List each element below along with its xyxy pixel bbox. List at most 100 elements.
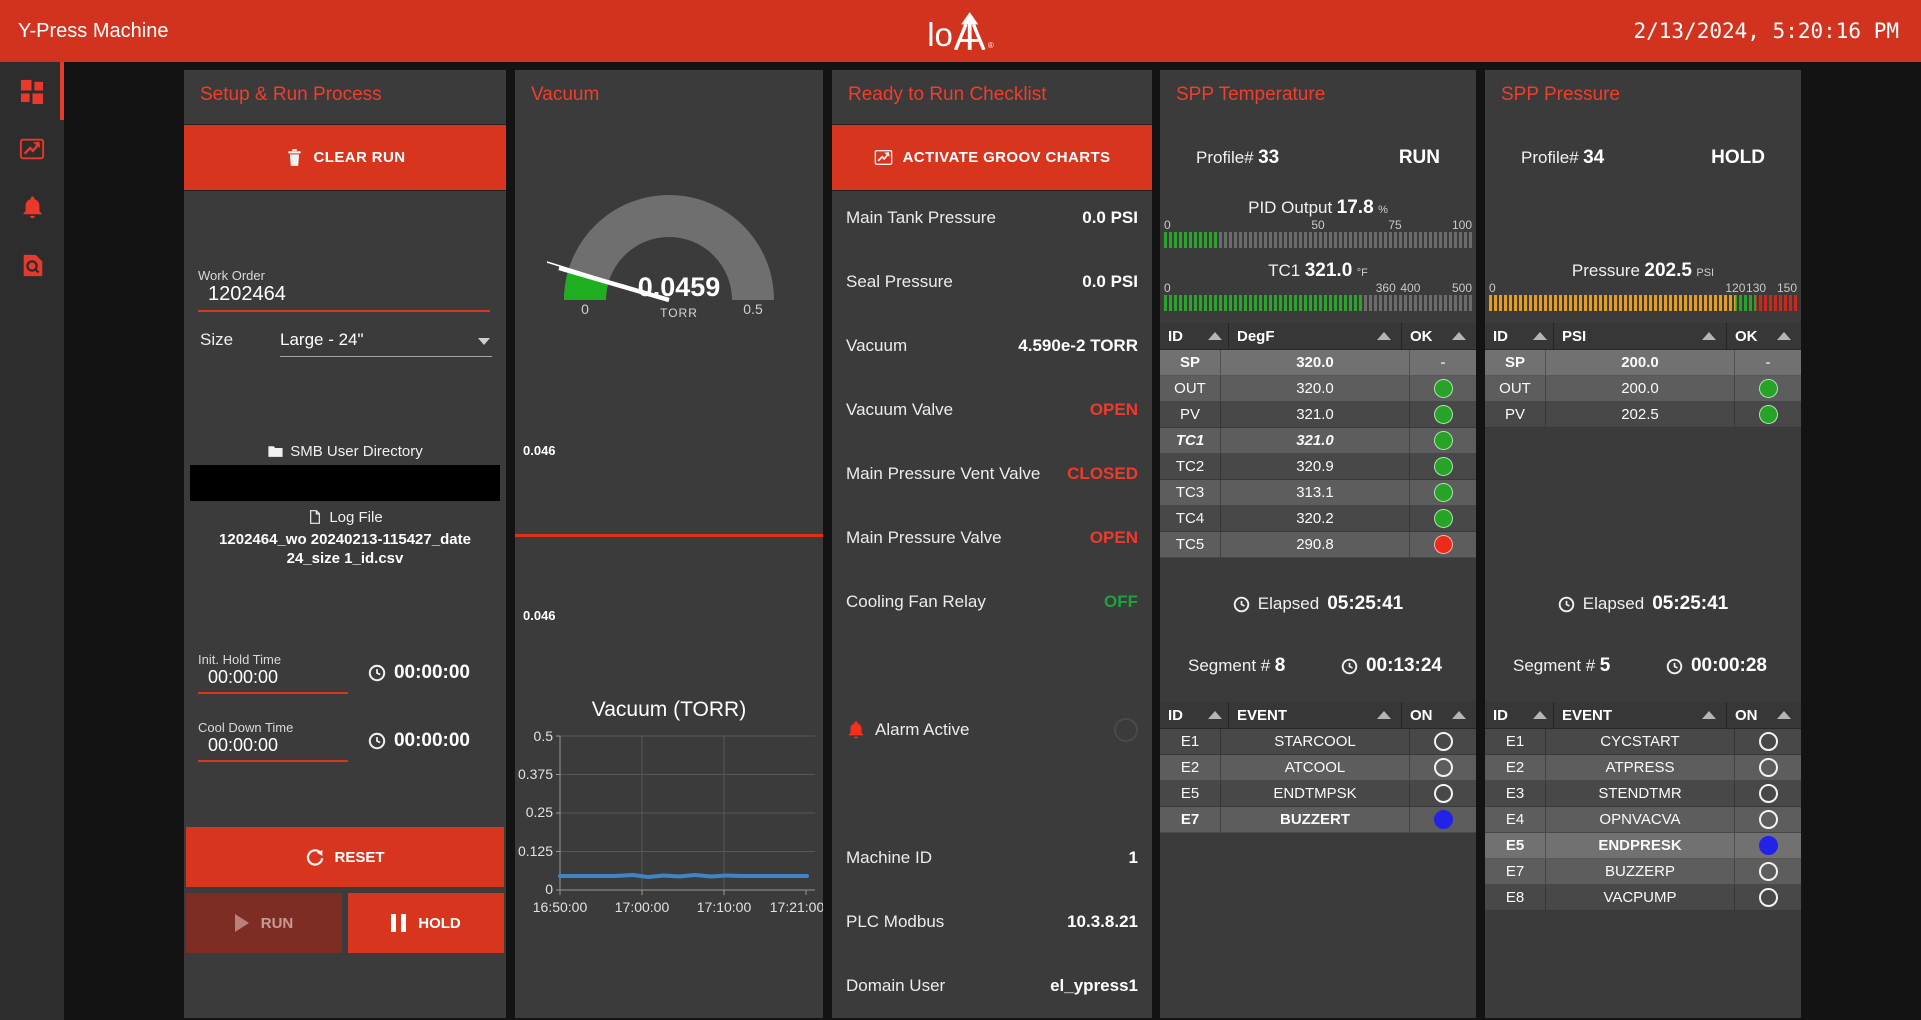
event-row: E1 CYCSTART bbox=[1485, 729, 1801, 755]
column-header-id[interactable]: ID bbox=[1160, 702, 1228, 728]
sort-arrow-icon bbox=[1702, 332, 1716, 340]
svg-text:17:21:00: 17:21:00 bbox=[770, 899, 823, 915]
clock-icon bbox=[368, 664, 386, 682]
status-dot bbox=[1433, 509, 1453, 528]
checklist-row: Main Pressure Valve OPEN bbox=[846, 525, 1138, 551]
row-value: 10.3.8.21 bbox=[1067, 912, 1138, 931]
segment-row: Segment # 5 00:00:28 bbox=[1513, 655, 1767, 677]
checklist-row: Vacuum 4.590e-2 TORR bbox=[846, 333, 1138, 359]
sort-arrow-icon bbox=[1533, 711, 1547, 719]
sidebar-item-tags[interactable] bbox=[0, 236, 64, 294]
size-selected-value: Large - 24" bbox=[280, 330, 364, 349]
event-indicator bbox=[1433, 784, 1453, 803]
tc1-label-row: TC1 321.0 °F bbox=[1160, 260, 1476, 282]
input-underline bbox=[198, 310, 490, 312]
panel-title: SPP Pressure bbox=[1501, 84, 1620, 105]
column-header-event[interactable]: EVENT bbox=[1553, 702, 1726, 728]
smb-directory-row: SMB User Directory bbox=[184, 442, 506, 460]
segment-number: 8 bbox=[1274, 655, 1286, 676]
hold-label: HOLD bbox=[418, 914, 461, 932]
smb-directory-input[interactable] bbox=[190, 465, 500, 501]
row-value: 0.0 PSI bbox=[1082, 208, 1138, 227]
vacuum-lower-reading: 0.046 bbox=[523, 608, 556, 623]
hold-button[interactable]: HOLD bbox=[348, 893, 504, 953]
column-header-id[interactable]: ID bbox=[1160, 323, 1228, 349]
sidebar-item-pages[interactable] bbox=[0, 62, 64, 120]
status-dot bbox=[1433, 483, 1453, 502]
info-row: Domain User el_ypress1 bbox=[846, 973, 1138, 999]
pid-output-label-row: PID Output 17.8 % bbox=[1160, 197, 1476, 219]
column-header-degf[interactable]: DegF bbox=[1228, 323, 1401, 349]
pressure-unit: PSI bbox=[1696, 267, 1715, 279]
column-header-psi[interactable]: PSI bbox=[1553, 323, 1726, 349]
table-row: TC5 290.8 bbox=[1160, 532, 1476, 558]
panel-title: Vacuum bbox=[531, 84, 600, 105]
sort-arrow-icon bbox=[1702, 711, 1716, 719]
pressure-bar bbox=[1489, 295, 1797, 311]
info-row: PLC Modbus 10.3.8.21 bbox=[846, 909, 1138, 935]
file-icon bbox=[307, 509, 323, 525]
vacuum-upper-reading: 0.046 bbox=[523, 443, 556, 458]
sort-arrow-icon bbox=[1377, 711, 1391, 719]
panel-title: Setup & Run Process bbox=[200, 84, 382, 105]
column-header-ok[interactable]: OK bbox=[1401, 323, 1476, 349]
activate-groov-charts-button[interactable]: ACTIVATE GROOV CHARTS bbox=[832, 125, 1152, 190]
row-label: Cooling Fan Relay bbox=[846, 592, 986, 611]
column-header-id[interactable]: ID bbox=[1485, 323, 1553, 349]
chevron-down-icon bbox=[478, 338, 490, 345]
checklist-row: Vacuum Valve OPEN bbox=[846, 397, 1138, 423]
sort-arrow-icon bbox=[1452, 332, 1466, 340]
temperature-event-table: ID EVENT ON E1 STARCOOL E2 ATCOOL E5 END… bbox=[1160, 702, 1476, 833]
table-row: TC3 313.1 bbox=[1160, 480, 1476, 506]
alarm-active-row: Alarm Active bbox=[846, 717, 1138, 743]
event-row: E3 STENDTMR bbox=[1485, 781, 1801, 807]
row-label: Main Tank Pressure bbox=[846, 208, 996, 227]
svg-text:0.25: 0.25 bbox=[526, 804, 553, 820]
log-file-row: Log File bbox=[184, 508, 506, 526]
event-indicator bbox=[1758, 862, 1778, 881]
work-order-input[interactable]: 1202464 bbox=[208, 283, 286, 305]
checklist-row: Seal Pressure 0.0 PSI bbox=[846, 269, 1138, 295]
status-dot bbox=[1433, 431, 1453, 450]
input-underline bbox=[198, 692, 348, 694]
svg-text:0.125: 0.125 bbox=[518, 843, 553, 859]
status-dot bbox=[1433, 535, 1453, 554]
segment-label: Segment # bbox=[1188, 656, 1271, 675]
input-underline bbox=[198, 760, 348, 762]
sidebar-item-trends[interactable] bbox=[0, 120, 64, 178]
gauge-min-label: 0 bbox=[581, 301, 589, 317]
run-button[interactable]: RUN bbox=[186, 893, 342, 953]
sidebar-item-alarms[interactable] bbox=[0, 178, 64, 236]
column-header-on[interactable]: ON bbox=[1401, 702, 1476, 728]
sort-arrow-icon bbox=[1208, 332, 1222, 340]
work-order-field[interactable]: Work Order 1202464 bbox=[198, 268, 490, 312]
size-dropdown[interactable]: Large - 24" bbox=[280, 330, 492, 357]
table-row: PV 321.0 bbox=[1160, 402, 1476, 428]
event-row: E7 BUZZERT bbox=[1160, 807, 1476, 833]
event-indicator bbox=[1758, 888, 1778, 907]
pid-output-bar bbox=[1164, 232, 1472, 248]
init-hold-input[interactable]: 00:00:00 bbox=[208, 667, 279, 687]
size-label: Size bbox=[200, 330, 234, 349]
reset-button[interactable]: RESET bbox=[186, 827, 504, 887]
event-row: E8 VACPUMP bbox=[1485, 885, 1801, 911]
vacuum-series-line bbox=[558, 873, 809, 879]
status-dot bbox=[1758, 379, 1778, 398]
row-value: OFF bbox=[1104, 592, 1138, 611]
column-header-on[interactable]: ON bbox=[1726, 702, 1801, 728]
clock-icon bbox=[1233, 596, 1250, 613]
row-label: Vacuum Valve bbox=[846, 400, 954, 419]
column-header-event[interactable]: EVENT bbox=[1228, 702, 1401, 728]
segment-timer: 00:13:24 bbox=[1365, 655, 1442, 676]
app-title: Y-Press Machine bbox=[18, 19, 169, 42]
clock-icon bbox=[1558, 596, 1575, 613]
event-indicator bbox=[1758, 810, 1778, 829]
gauge-max-label: 0.5 bbox=[743, 301, 763, 317]
column-header-ok[interactable]: OK bbox=[1726, 323, 1801, 349]
clear-run-button[interactable]: CLEAR RUN bbox=[184, 125, 506, 190]
tc1-bar bbox=[1164, 295, 1472, 311]
elapsed-label: Elapsed bbox=[1582, 594, 1645, 613]
cool-down-input[interactable]: 00:00:00 bbox=[208, 735, 279, 755]
column-header-id[interactable]: ID bbox=[1485, 702, 1553, 728]
panel-title: Ready to Run Checklist bbox=[848, 84, 1047, 105]
